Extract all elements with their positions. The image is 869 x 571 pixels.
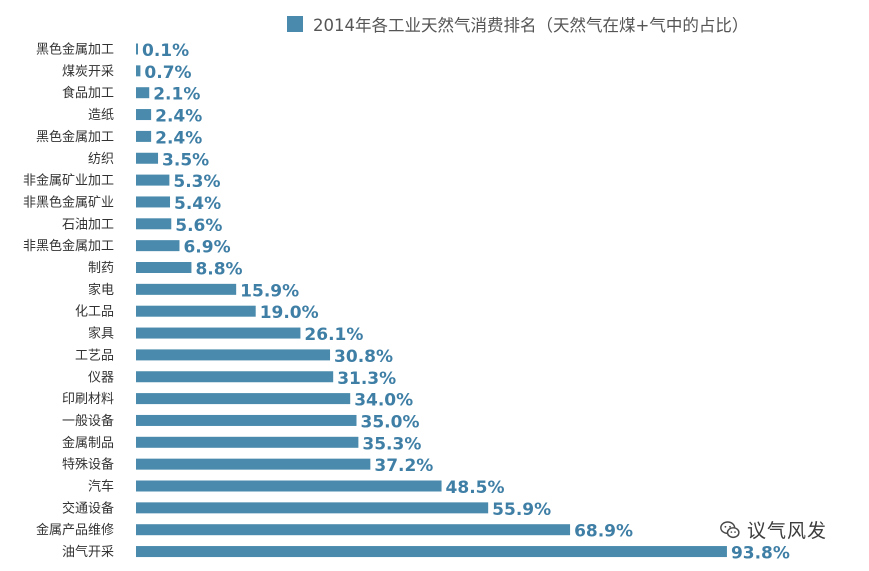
legend-swatch (287, 16, 303, 32)
category-label: 家具 (88, 326, 114, 342)
category-label: 纺织 (88, 152, 114, 167)
bar (136, 218, 172, 230)
category-label: 油气开采 (62, 544, 114, 560)
value-label: 0.1% (142, 41, 189, 61)
bar (136, 436, 359, 448)
category-label: 黑色金属加工 (36, 129, 114, 145)
value-label: 5.3% (173, 172, 220, 192)
value-label: 2.1% (153, 85, 200, 105)
bar (136, 109, 152, 121)
value-label: 93.8% (731, 544, 790, 564)
value-label: 5.6% (175, 216, 222, 236)
category-label: 黑色金属加工 (36, 42, 114, 58)
category-labels: 黑色金属加工煤炭开采食品加工造纸黑色金属加工纺织非金属矿业加工非黑色金属矿业石油… (23, 42, 114, 561)
bar (136, 414, 357, 426)
bar (136, 327, 301, 339)
bar (136, 305, 256, 317)
category-label: 工艺品 (75, 348, 114, 363)
value-label: 68.9% (574, 522, 633, 542)
bar (136, 43, 138, 55)
bar (136, 65, 141, 77)
category-label: 印刷材料 (62, 392, 114, 407)
bar (136, 262, 192, 273)
value-label: 3.5% (162, 150, 209, 170)
category-label: 非金属矿业加工 (23, 173, 114, 189)
bar (136, 349, 331, 361)
value-label: 55.9% (492, 500, 551, 520)
category-label: 造纸 (88, 108, 114, 123)
bar (136, 393, 351, 405)
value-label: 30.8% (334, 347, 393, 367)
category-label: 非黑色金属加工 (23, 238, 114, 254)
category-label: 化工品 (75, 305, 114, 320)
category-label: 家电 (88, 282, 114, 298)
bar (136, 546, 727, 558)
bar (136, 196, 171, 208)
category-label: 非黑色金属矿业 (23, 194, 114, 210)
bar (136, 480, 442, 492)
bar (136, 152, 159, 164)
value-label: 35.3% (362, 434, 421, 454)
bar (136, 130, 152, 142)
value-label: 6.9% (183, 238, 230, 258)
value-label: 5.4% (174, 194, 221, 214)
value-label: 48.5% (446, 478, 505, 498)
category-label: 制药 (88, 261, 114, 276)
category-label: 一般设备 (62, 413, 114, 429)
category-label: 仪器 (88, 370, 114, 385)
bar (136, 283, 237, 295)
value-label: 31.3% (337, 369, 396, 389)
value-label: 34.0% (354, 391, 413, 411)
watermark-text: 议气风发 (747, 520, 828, 542)
value-label: 15.9% (240, 281, 299, 301)
value-labels: 0.1%0.7%2.1%2.4%2.4%3.5%5.3%5.4%5.6%6.9%… (142, 41, 790, 564)
bar (136, 174, 170, 186)
chart-legend: 2014年各工业天然气消费排名（天然气在煤+气中的占比） (287, 16, 748, 35)
bar (136, 458, 371, 470)
legend-label: 2014年各工业天然气消费排名（天然气在煤+气中的占比） (313, 16, 748, 35)
value-label: 0.7% (144, 63, 191, 83)
bar (136, 502, 489, 514)
value-label: 26.1% (304, 325, 363, 345)
category-label: 石油加工 (62, 217, 114, 232)
watermark: 议气风发 (719, 516, 827, 543)
value-label: 35.0% (361, 412, 420, 432)
value-label: 19.0% (260, 303, 319, 323)
category-label: 金属产品维修 (36, 522, 114, 538)
category-label: 特殊设备 (62, 457, 114, 473)
category-label: 金属制品 (62, 435, 114, 451)
bar (136, 87, 150, 99)
category-label: 煤炭开采 (62, 64, 114, 79)
value-label: 37.2% (374, 456, 433, 476)
value-label: 2.4% (155, 107, 202, 127)
bar (136, 240, 180, 252)
wechat-icon (720, 520, 740, 538)
category-label: 食品加工 (62, 85, 114, 101)
bar (136, 524, 571, 536)
value-label: 8.8% (195, 260, 242, 280)
category-label: 汽车 (88, 479, 114, 495)
category-label: 交通设备 (62, 500, 114, 516)
bars (136, 43, 727, 558)
value-label: 2.4% (155, 128, 202, 148)
bar (136, 371, 334, 383)
